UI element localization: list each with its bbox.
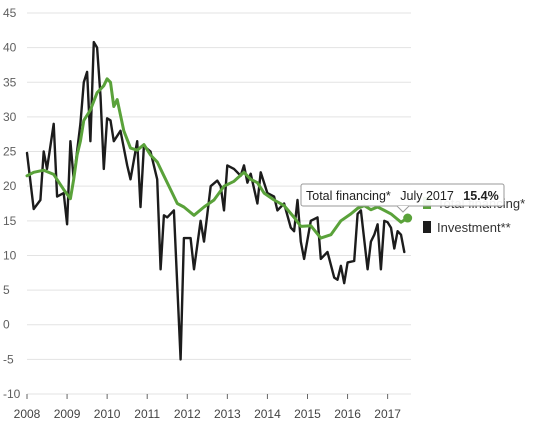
y-tick-label: -5 bbox=[3, 352, 14, 366]
tooltip-value: 15.4% bbox=[463, 189, 498, 203]
y-tick-label: 0 bbox=[3, 318, 10, 332]
y-axis-ticks: 45 40 35 30 25 20 15 10 5 0 -5 -10 bbox=[3, 6, 21, 401]
x-tick-label: 2011 bbox=[134, 407, 160, 421]
legend-swatch-investment bbox=[423, 221, 431, 233]
tooltip-marker bbox=[403, 213, 413, 223]
x-tick-label: 2013 bbox=[214, 407, 241, 421]
y-tick-label: 45 bbox=[3, 6, 17, 20]
tooltip: Total financing* July 2017 15.4% bbox=[300, 183, 505, 213]
legend-item-investment[interactable]: Investment** bbox=[423, 220, 511, 235]
tooltip-series-name: Total financing* bbox=[306, 189, 391, 203]
x-tick-label: 2008 bbox=[14, 407, 41, 421]
tooltip-text: Total financing* July 2017 15.4% bbox=[306, 189, 499, 203]
x-tick-label: 2017 bbox=[374, 407, 401, 421]
x-tick-label: 2010 bbox=[94, 407, 121, 421]
tooltip-pointer bbox=[396, 205, 410, 213]
y-tick-label: 10 bbox=[3, 248, 17, 262]
y-tick-label: 5 bbox=[3, 283, 10, 297]
y-tick-label: 20 bbox=[3, 179, 17, 193]
y-tick-label: 40 bbox=[3, 41, 17, 55]
series-lines bbox=[25, 40, 410, 361]
legend-label-investment: Investment** bbox=[437, 220, 511, 235]
x-axis-ticks: 2008 2009 2010 2011 2012 2013 2014 2015 2016 2017 bbox=[14, 394, 401, 421]
x-tick-label: 2014 bbox=[254, 407, 281, 421]
y-tick-label: -10 bbox=[3, 387, 21, 401]
series-line-investment bbox=[25, 40, 406, 361]
y-tick-label: 30 bbox=[3, 110, 17, 124]
y-tick-label: 15 bbox=[3, 214, 17, 228]
x-tick-label: 2015 bbox=[294, 407, 321, 421]
tooltip-date: July 2017 bbox=[400, 189, 454, 203]
y-tick-label: 25 bbox=[3, 145, 17, 159]
grid-lines bbox=[27, 12, 411, 395]
y-tick-label: 35 bbox=[3, 75, 17, 89]
x-tick-label: 2016 bbox=[334, 407, 361, 421]
x-tick-label: 2012 bbox=[174, 407, 201, 421]
x-tick-label: 2009 bbox=[54, 407, 81, 421]
series-line-total-financing bbox=[25, 77, 410, 240]
